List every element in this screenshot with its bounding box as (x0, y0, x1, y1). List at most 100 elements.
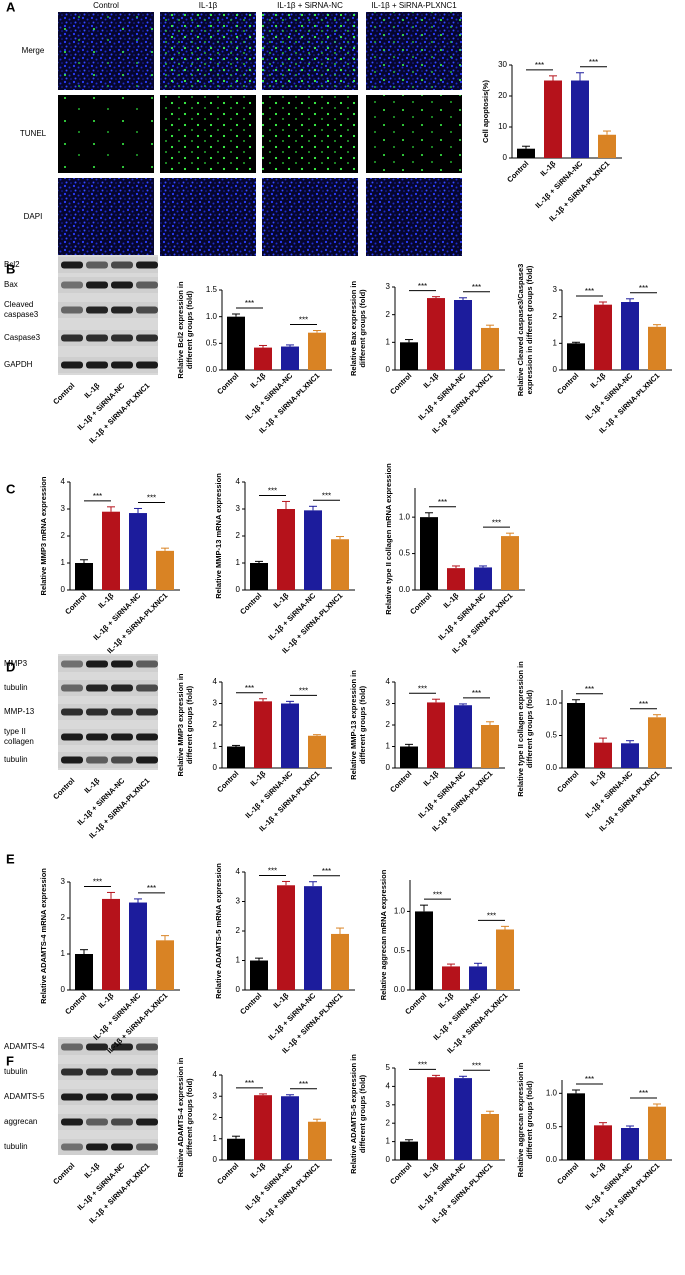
blot-band (61, 1043, 83, 1051)
significance-label: *** (639, 700, 648, 709)
bar (567, 1093, 585, 1160)
significance-label: *** (147, 884, 156, 893)
y-tick-label: 1 (553, 338, 558, 347)
significance-label: *** (472, 283, 481, 292)
significance-label: *** (487, 911, 496, 920)
bar (621, 1128, 639, 1160)
y-axis-label: different groups (fold) (358, 685, 367, 764)
bar (308, 1121, 326, 1160)
y-tick-label: 1 (213, 742, 218, 751)
bar (400, 1141, 418, 1160)
blot-band (86, 756, 108, 764)
bar (250, 563, 268, 590)
significance-label: *** (535, 61, 544, 70)
bar (594, 1125, 612, 1160)
blot-band (136, 306, 158, 314)
bar (75, 563, 93, 590)
blot-band (86, 361, 108, 369)
significance-label: *** (585, 685, 594, 694)
blot-label: MMP-13 (4, 707, 35, 716)
bar (156, 940, 174, 990)
bar (481, 725, 499, 768)
x-tick-label: IL-1β + SiRNA-NC (243, 1161, 294, 1212)
y-tick-label: 0 (236, 585, 241, 594)
x-tick-label: IL-1β (96, 991, 115, 1010)
y-tick-label: 0 (386, 1155, 391, 1164)
blot-band (111, 1043, 133, 1051)
x-tick-label: IL-1β (588, 371, 607, 390)
x-tick-label: IL-1β + SiRNA-NC (416, 769, 467, 820)
bar (474, 567, 492, 590)
y-tick-label: 1.0 (546, 698, 558, 707)
blot-label: Bcl2 (4, 260, 20, 269)
significance-label: *** (433, 890, 442, 899)
blot-band (61, 1143, 83, 1151)
blot-band (61, 1118, 83, 1126)
y-tick-label: 2 (236, 531, 241, 540)
blot-band (136, 281, 158, 289)
bar (415, 911, 433, 990)
bar (331, 933, 349, 990)
panel-letter: E (6, 851, 15, 866)
bar (469, 966, 487, 990)
y-tick-label: 1.5 (206, 285, 218, 294)
significance-label: *** (299, 316, 308, 325)
x-tick-label: IL-1β (421, 1161, 440, 1180)
significance-label: *** (299, 686, 308, 695)
y-tick-label: 0 (553, 365, 558, 374)
y-tick-label: 1.0 (394, 907, 406, 916)
blot-label: tubulin (4, 1067, 28, 1076)
bar (496, 929, 514, 990)
y-axis-label: Relative aggrecan mRNA expression (379, 869, 388, 1000)
y-axis-label: different groups (fold) (185, 685, 194, 764)
column-label: IL-1β + SiRNA-NC (277, 1, 343, 10)
x-tick-label: IL-1β (421, 769, 440, 788)
blot-band (111, 733, 133, 741)
bar (331, 539, 349, 590)
x-tick-label: IL-1β + SiRNA-NC (266, 991, 317, 1042)
y-tick-label: 1 (61, 949, 66, 958)
y-axis-label: Relative MMP3 mRNA expression (39, 476, 48, 595)
bar (567, 343, 585, 370)
blot-band (136, 684, 158, 692)
tunel-overlay (160, 95, 256, 173)
y-axis-label: Relative type II collagen expression in (516, 661, 525, 797)
x-tick-label: Control (63, 591, 88, 616)
bar (156, 550, 174, 590)
significance-label: *** (245, 1079, 254, 1088)
y-tick-label: 0 (213, 763, 218, 772)
bar (227, 316, 245, 370)
y-axis-label: Relative ADAMTS-5 expression in (349, 1054, 358, 1174)
bar (594, 742, 612, 768)
bar (648, 717, 666, 768)
tunel-overlay (366, 12, 462, 90)
bar (454, 1078, 472, 1160)
y-tick-label: 2 (553, 312, 558, 321)
blot-label: tubulin (4, 1142, 28, 1151)
blot-band (111, 306, 133, 314)
y-tick-label: 4 (236, 867, 241, 876)
blot-band (86, 306, 108, 314)
x-tick-label: IL-1β (248, 371, 267, 390)
blot-band (61, 684, 83, 692)
y-tick-label: 3 (61, 504, 66, 513)
significance-label: *** (93, 878, 102, 887)
bar (102, 511, 120, 590)
x-tick-label: Control (63, 991, 88, 1016)
blot-label: Caspase3 (4, 333, 41, 342)
blot-band (111, 361, 133, 369)
x-tick-label: IL-1β (271, 591, 290, 610)
blot-band (86, 660, 108, 668)
significance-label: *** (93, 492, 102, 501)
bar (427, 702, 445, 768)
significance-label: *** (245, 299, 254, 308)
bar (544, 80, 562, 158)
significance-label: *** (268, 867, 277, 876)
panel-letter: D (6, 659, 15, 674)
significance-label: *** (589, 58, 598, 67)
bar (598, 134, 616, 158)
significance-label: *** (639, 284, 648, 293)
x-tick-label: IL-1β + SiRNA-NC (266, 591, 317, 642)
x-tick-label: IL-1β + SiRNA-NC (243, 769, 294, 820)
